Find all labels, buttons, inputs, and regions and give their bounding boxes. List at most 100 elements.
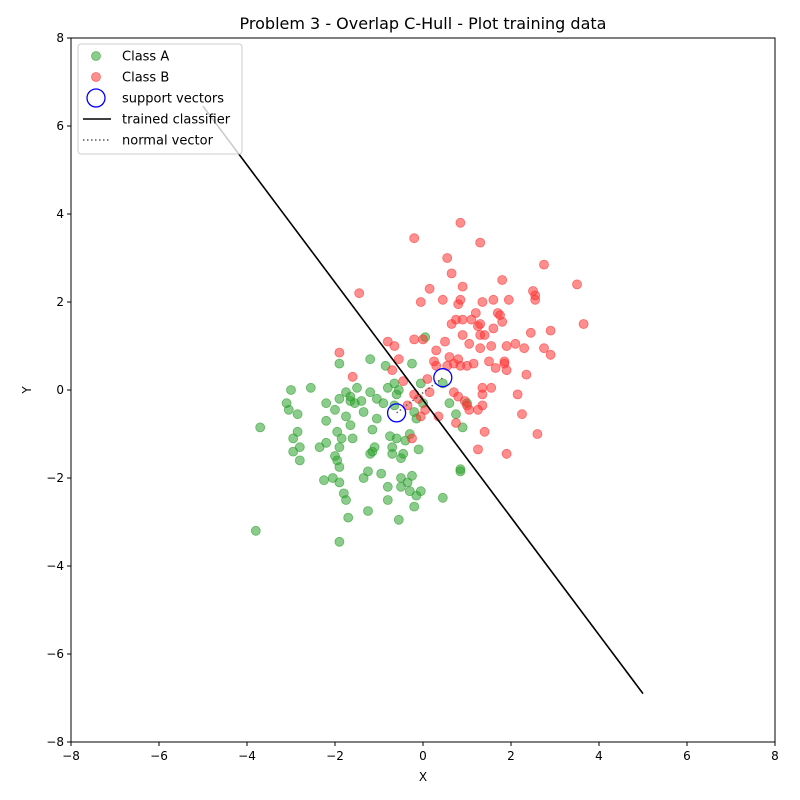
- class-a-point: [334, 393, 345, 404]
- class-b-point: [431, 345, 442, 356]
- class-a-point: [334, 358, 345, 369]
- class-b-point: [532, 429, 543, 439]
- class-b-point: [479, 330, 490, 340]
- class-b-point: [409, 233, 420, 244]
- class-b-point: [422, 374, 433, 384]
- legend-entry-normal-vector: normal vector: [83, 134, 214, 149]
- class-a-point: [305, 382, 316, 393]
- class-b-point: [389, 341, 400, 351]
- class-b-point: [517, 409, 527, 420]
- class-b-point: [446, 268, 457, 279]
- legend-label: Class B: [122, 71, 169, 86]
- class-a-point: [376, 468, 387, 479]
- class-a-point: [393, 514, 404, 525]
- class-a-point: [250, 525, 261, 536]
- class-a-point: [451, 409, 461, 420]
- class-a-point: [341, 411, 351, 422]
- class-b-point: [455, 217, 466, 228]
- y-tick-label: 2: [56, 295, 64, 309]
- y-tick-label: −4: [46, 559, 64, 573]
- class-a-point: [363, 506, 373, 516]
- class-b-point: [407, 433, 417, 444]
- class-b-point: [499, 356, 510, 367]
- class-b-point: [530, 290, 541, 301]
- class-a-point: [358, 407, 369, 417]
- class-b-point: [539, 343, 549, 354]
- class-a-point: [345, 420, 356, 431]
- class-a-point: [382, 481, 393, 492]
- x-tick-label: 4: [595, 749, 603, 763]
- class-a-point: [352, 382, 362, 393]
- normal-vector-line: [396, 377, 444, 414]
- x-tick-label: 2: [507, 749, 515, 763]
- legend-label: Class A: [122, 50, 169, 65]
- class-b-point: [387, 365, 398, 376]
- class-a-point: [347, 433, 358, 444]
- class-a-point: [391, 433, 402, 444]
- y-axis: −8 −6 −4 −2 0 2 4 6 8: [46, 31, 71, 749]
- class-a-point: [255, 422, 266, 433]
- class-a-point: [330, 404, 340, 415]
- class-b-point: [512, 389, 523, 400]
- class-b-point: [539, 259, 549, 270]
- support-vector-ring: [433, 368, 453, 388]
- class-b-point: [440, 336, 450, 347]
- class-b-point: [470, 308, 481, 318]
- y-tick-label: 0: [56, 383, 64, 397]
- class-b-point: [475, 237, 486, 248]
- class-b-point: [451, 418, 461, 428]
- legend-entry-class-b: Class B: [91, 71, 169, 86]
- class-b-point: [398, 376, 409, 387]
- class-a-point: [334, 442, 345, 453]
- legend-marker: [91, 51, 101, 61]
- x-tick-label: 0: [419, 749, 427, 763]
- x-axis: −8 −6 −4 −2 0 2 4 6 8: [62, 742, 779, 763]
- class-b-point: [525, 327, 536, 338]
- class-a-point: [365, 387, 376, 398]
- legend-label: support vectors: [122, 92, 224, 107]
- legend-entry-support-vectors: support vectors: [86, 88, 224, 108]
- class-a-point: [409, 501, 420, 512]
- class-b-point: [457, 314, 468, 325]
- class-b-point: [431, 360, 442, 371]
- class-a-point: [393, 385, 404, 395]
- class-b-point: [488, 294, 499, 305]
- class-a-point: [286, 385, 296, 395]
- x-tick-label: −6: [150, 749, 168, 763]
- class-a-point: [413, 444, 424, 455]
- class-a-point: [455, 466, 466, 477]
- chart-title: Problem 3 - Overlap C-Hull - Plot traini…: [240, 14, 607, 33]
- plot-layer: [202, 105, 644, 695]
- class-a-point: [407, 358, 417, 369]
- class-b-point: [424, 387, 435, 398]
- legend-marker: [86, 88, 106, 108]
- x-tick-label: −2: [326, 749, 344, 763]
- class-b-point: [477, 400, 488, 411]
- class-b-point: [486, 341, 497, 351]
- class-a-point: [334, 462, 345, 472]
- class-b-point: [415, 297, 426, 307]
- class-a-point: [398, 448, 409, 459]
- class-a-point: [369, 442, 380, 453]
- class-b-point: [497, 316, 508, 327]
- class-a-point: [365, 354, 376, 365]
- legend-box: [77, 43, 243, 155]
- class-b-point: [464, 404, 475, 415]
- class-b-point: [393, 354, 404, 365]
- class-a-point: [334, 477, 345, 488]
- class-b-point: [484, 356, 494, 367]
- class-b-point: [501, 365, 512, 376]
- y-tick-label: −2: [46, 471, 64, 485]
- class-a-point: [387, 448, 398, 459]
- legend-label: normal vector: [122, 134, 214, 149]
- class-a-point: [336, 433, 347, 444]
- class-b-point: [457, 281, 468, 292]
- class-a-point: [321, 398, 332, 409]
- class-b-point: [521, 369, 532, 380]
- class-a-point: [437, 378, 448, 389]
- class-b-point: [468, 358, 479, 369]
- class-b-point: [473, 444, 483, 455]
- class-b-point: [437, 294, 448, 305]
- trained-classifier-line: [202, 105, 644, 695]
- class-b-point: [486, 382, 497, 393]
